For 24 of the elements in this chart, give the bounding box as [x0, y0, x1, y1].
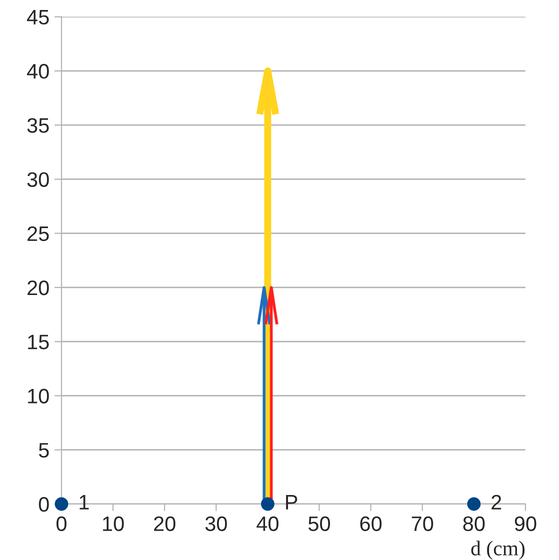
y-tick-label: 10	[28, 388, 49, 404]
x-tick-label: 30	[205, 516, 227, 532]
x-tick-label: 20	[154, 516, 176, 532]
y-tick-label: 20	[28, 280, 49, 296]
annotation: P	[286, 495, 298, 510]
x-tick-label: 10	[103, 516, 124, 532]
x-tick-label: 0	[56, 516, 66, 532]
y-tick-label: 5	[38, 443, 49, 458]
y-tick-label: 15	[28, 334, 49, 350]
x-axis-title: d (cm)	[471, 540, 525, 560]
y-tick-label: 40	[26, 64, 49, 79]
annotation: 2	[492, 494, 502, 510]
x-tick-label: 50	[308, 516, 330, 532]
y-tick-label: 25	[28, 226, 49, 242]
x-tick-label: 60	[360, 516, 382, 532]
y-tick-label: 35	[27, 118, 49, 133]
y-tick-label: 45	[26, 10, 49, 25]
y-tick-label: 30	[27, 172, 49, 187]
x-tick-label: 90	[514, 516, 536, 532]
x-tick-label: 40	[256, 516, 278, 532]
annotation: 1	[80, 495, 89, 510]
y-tick-label: 0	[38, 497, 49, 512]
x-tick-label: 70	[412, 516, 434, 532]
x-tick-label: 80	[463, 516, 485, 532]
